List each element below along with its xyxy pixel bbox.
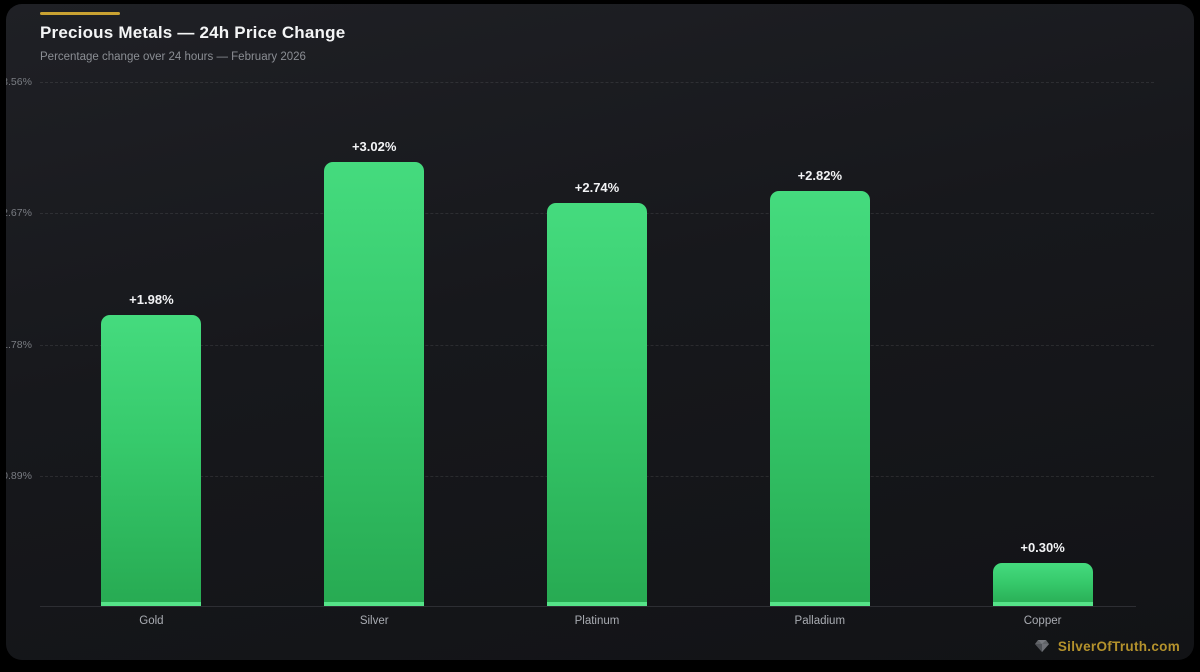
bar-value-label-gold: +1.98% <box>129 292 174 308</box>
bar-value-label-silver: +3.02% <box>351 138 397 154</box>
x-axis-labels: Gold Silver Platinum Palladium Copper <box>40 615 1154 627</box>
bars-row: +1.98% +3.02% +2.74% +2.82% +0.30% <box>40 82 1154 608</box>
x-axis-label-silver: Silver <box>359 615 389 627</box>
plot-area: +0.89% +1.78% +2.67% +3.56% +1.98% +3.02% +2.… <box>6 76 1154 608</box>
bar-palladium <box>769 191 870 607</box>
bar-platinum <box>546 202 647 608</box>
bar-gold <box>101 315 202 607</box>
x-axis-label-gold: Gold <box>139 615 164 627</box>
watermark-link[interactable]: SilverOfTruth.com <box>1057 638 1180 654</box>
bar-slot-copper: +0.30% <box>931 82 1154 608</box>
gem-icon <box>1034 640 1049 652</box>
watermark: SilverOfTruth.com <box>1034 638 1180 654</box>
bar-copper <box>992 562 1093 608</box>
bar-value-label-platinum: +2.74% <box>574 179 620 195</box>
bar-slot-platinum: +2.74% <box>486 82 709 608</box>
x-axis-label-palladium: Palladium <box>794 615 846 627</box>
x-axis-line <box>40 606 1136 607</box>
y-tick-label: +1.78% <box>6 338 32 351</box>
bar-slot-palladium: +2.82% <box>708 82 931 607</box>
y-tick-label: +3.56% <box>6 76 32 88</box>
x-axis-label-platinum: Platinum <box>574 615 620 627</box>
bar-value-label-palladium: +2.82% <box>797 168 843 184</box>
y-tick-label: +2.67% <box>6 207 32 220</box>
bar-slot-silver: +3.02% <box>263 82 486 608</box>
y-tick-label: +0.89% <box>6 469 32 482</box>
bar-slot-gold: +1.98% <box>40 82 263 607</box>
gridline-+3.56% <box>40 82 1154 83</box>
chart-title: Precious Metals — 24h Price Change <box>40 23 346 42</box>
bar-silver <box>324 161 425 608</box>
chart-subtitle: Percentage change over 24 hours — Februa… <box>40 51 306 63</box>
chart-card: Precious Metals — 24h Price Change Perce… <box>6 4 1194 660</box>
x-axis-label-copper: Copper <box>1023 615 1062 627</box>
bar-value-label-copper: +0.30% <box>1020 539 1065 555</box>
title-accent-line <box>40 12 120 15</box>
